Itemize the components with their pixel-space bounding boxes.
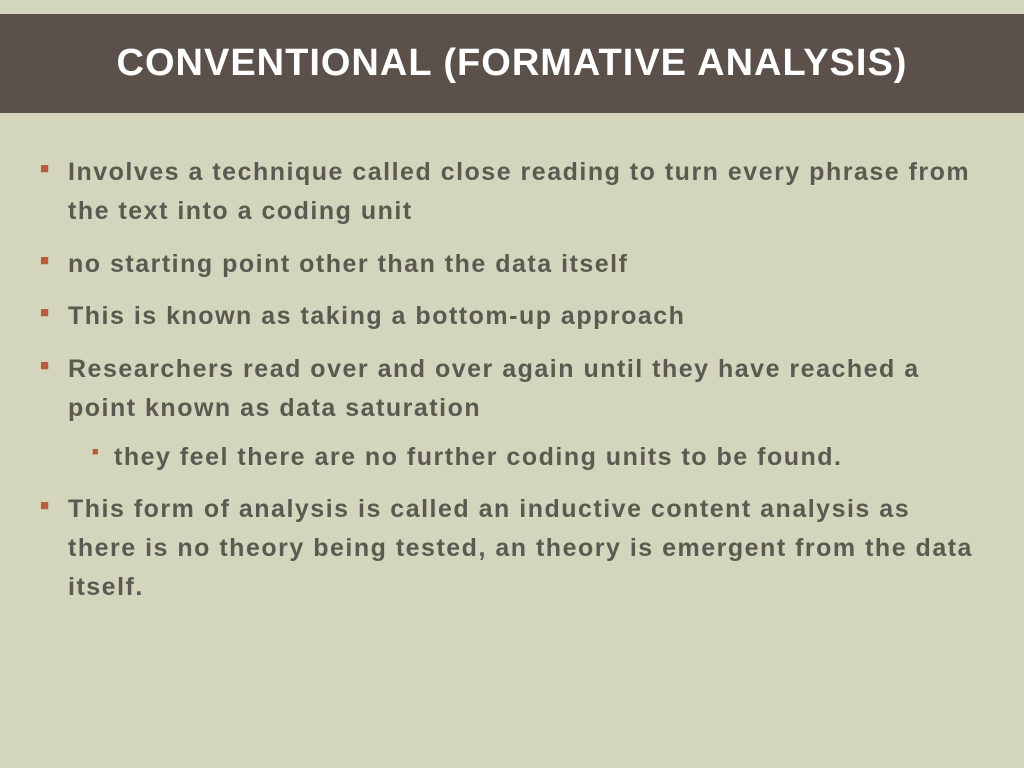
text-segment: Involves a technique called — [68, 158, 441, 186]
text-segment: no starting point other than the data it… — [68, 250, 628, 278]
sub-bullet-item: they feel there are no further coding un… — [68, 438, 984, 477]
slide-content: Involves a technique called close readin… — [0, 113, 1024, 768]
text-segment: coding unit — [261, 197, 412, 225]
bullet-item: Involves a technique called close readin… — [40, 153, 984, 231]
bullet-item: This form of analysis is called an induc… — [40, 490, 984, 606]
text-segment: Researchers read over and over again unt… — [68, 355, 920, 422]
text-segment: inductive content analysis — [519, 495, 871, 523]
text-segment: close reading — [441, 158, 622, 186]
slide-header: CONVENTIONAL (FORMATIVE ANALYSIS) — [0, 14, 1024, 113]
slide: CONVENTIONAL (FORMATIVE ANALYSIS) Involv… — [0, 0, 1024, 768]
slide-title: CONVENTIONAL (FORMATIVE ANALYSIS) — [20, 42, 1004, 85]
text-segment: This form of analysis is called an — [68, 495, 519, 523]
bullet-item: Researchers read over and over again unt… — [40, 350, 984, 476]
text-segment: approach — [552, 302, 685, 330]
bullet-item: This is known as taking a bottom-up appr… — [40, 297, 984, 336]
text-segment: bottom-up — [415, 302, 552, 330]
sub-bullet-list: they feel there are no further coding un… — [68, 438, 984, 477]
text-segment: This is known as taking a — [68, 302, 415, 330]
bullet-item: no starting point other than the data it… — [40, 245, 984, 284]
text-segment: . — [135, 573, 143, 601]
bullet-list: Involves a technique called close readin… — [40, 153, 984, 607]
text-segment: data saturation — [279, 394, 481, 422]
text-segment: they feel there are no further coding un… — [114, 443, 842, 471]
